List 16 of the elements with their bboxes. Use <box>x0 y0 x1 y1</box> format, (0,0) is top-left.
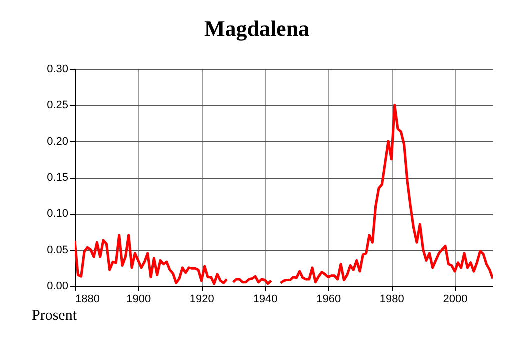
x-tick-label: 1920 <box>190 294 214 306</box>
x-tick-label: 1960 <box>316 294 342 306</box>
x-tick-label: 1900 <box>126 294 152 306</box>
y-tick-label: 0.10 <box>47 208 68 220</box>
y-tick-label: 0.00 <box>47 280 68 292</box>
x-tick-label: 1940 <box>253 294 278 306</box>
x-tick-label: 2000 <box>443 294 468 306</box>
x-tick-label: 1880 <box>76 294 100 306</box>
x-tick-label: 1980 <box>380 294 404 306</box>
y-tick-label: 0.05 <box>47 244 68 256</box>
chart-title: Magdalena <box>204 16 310 41</box>
y-tick-label: 0.20 <box>47 136 68 148</box>
y-tick-label: 0.25 <box>47 100 68 112</box>
text: Prosent <box>32 308 77 325</box>
y-tick-label: 0.15 <box>47 172 68 184</box>
y-tick-label: 0.30 <box>47 64 68 76</box>
